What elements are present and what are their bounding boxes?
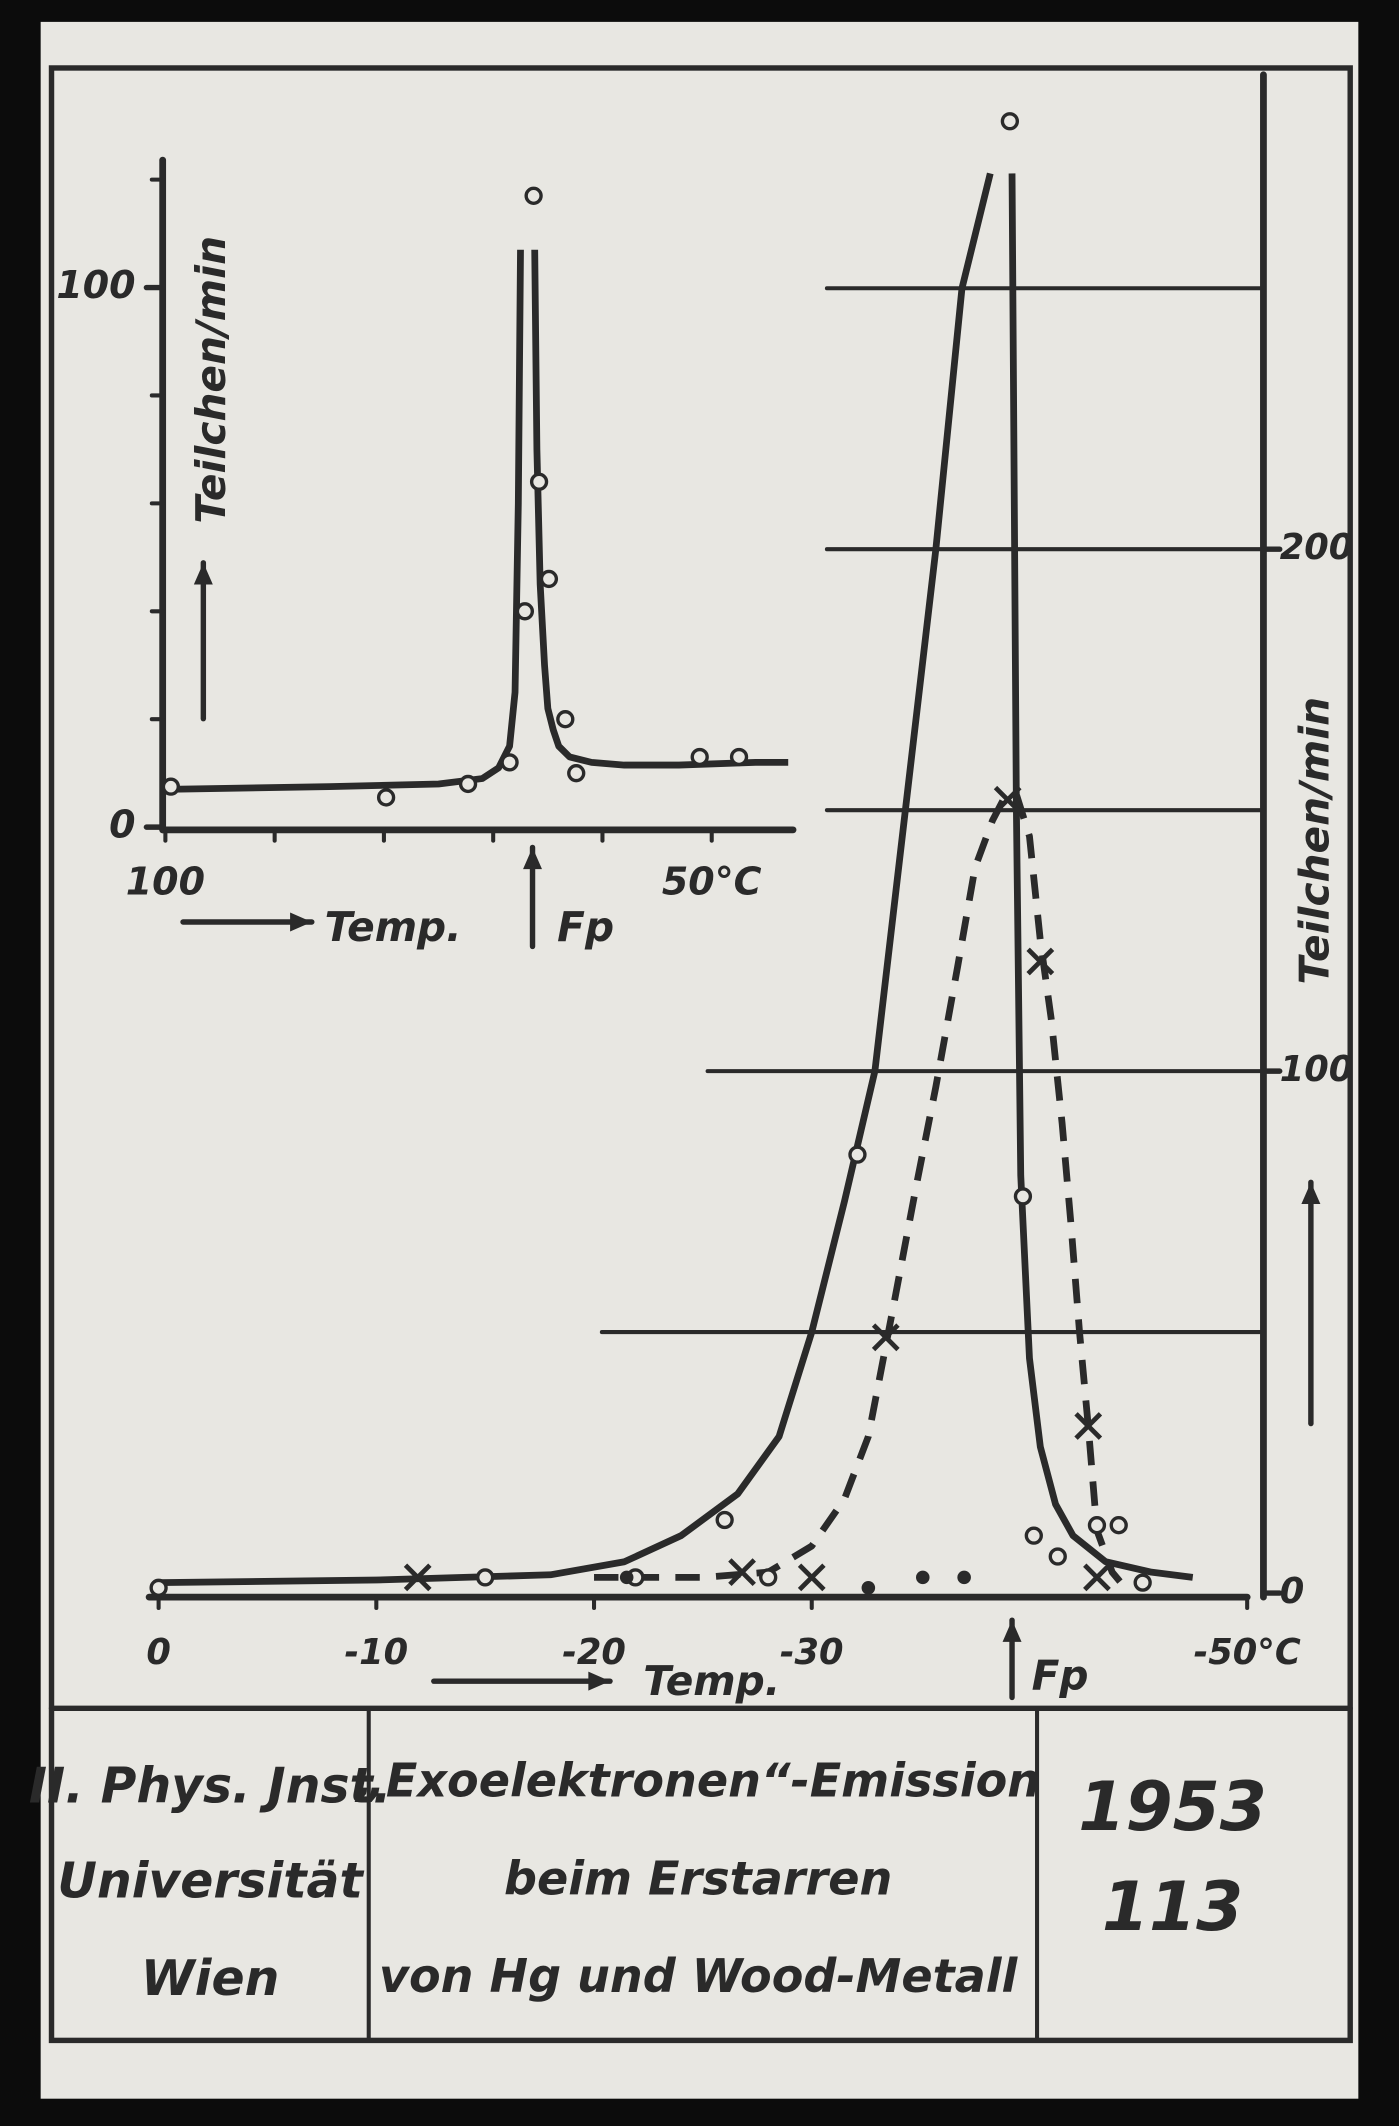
y-arrow-head (1301, 1182, 1321, 1204)
point-circle (1048, 1547, 1067, 1566)
footer-text: 1953 (1078, 1767, 1267, 1846)
point-circle (1013, 1187, 1033, 1206)
point-circle (1133, 1573, 1152, 1592)
point-cross (728, 1558, 756, 1587)
point-circle (690, 747, 709, 767)
footer-text: Wien (141, 1950, 279, 2007)
point-circle (1024, 1526, 1043, 1545)
point-circle (1109, 1516, 1128, 1535)
footer-number: 1953 113 (1078, 1767, 1267, 1946)
point-dot (861, 1581, 876, 1595)
point-cross (993, 785, 1022, 814)
y-axis-label: Teilchen/min (1291, 697, 1339, 985)
fp-label: Fp (1032, 1651, 1089, 1699)
x-arrow-head (290, 912, 312, 932)
x-tick-label: 50°C (662, 860, 762, 904)
x-tick-label: 0 (146, 1632, 171, 1673)
point-circle (759, 1568, 778, 1587)
point-cross (1083, 1563, 1111, 1592)
curve (165, 249, 789, 793)
point-circle (161, 777, 180, 796)
point-dot (957, 1570, 971, 1585)
x-axis-label: Temp. (643, 1657, 780, 1705)
frame (48, 65, 1353, 2044)
point-circle (539, 569, 559, 589)
paper (40, 21, 1359, 2099)
y-tick-label: 0 (1280, 1571, 1305, 1612)
y-tick-label: 100 (56, 263, 135, 307)
x-tick-label: -30 (780, 1632, 844, 1673)
x-tick-label: -20 (562, 1632, 626, 1673)
point-dot (619, 1570, 634, 1585)
point-dot (916, 1570, 930, 1585)
curve (158, 172, 1194, 1586)
point-cross (797, 1563, 826, 1592)
footer-text: beim Erstarren (504, 1851, 892, 1905)
point-circle (524, 186, 543, 205)
point-cross (1074, 1412, 1103, 1440)
fp-arrow-head (1002, 1620, 1022, 1642)
footer-text: von Hg und Wood-Metall (379, 1949, 1019, 2003)
x-arrow-head (588, 1671, 611, 1691)
point-circle (1087, 1516, 1107, 1535)
x-axis-label: Temp. (325, 903, 462, 951)
point-circle (848, 1145, 867, 1164)
footer-text: 113 (1102, 1867, 1243, 1946)
point-circle (715, 1510, 734, 1530)
point-cross (403, 1563, 432, 1592)
point-circle (556, 710, 575, 729)
y-tick-label: 100 (1280, 1049, 1354, 1090)
point-cross (871, 1323, 900, 1352)
point-circle (376, 788, 396, 807)
footer-title: „Exoelektronen“-Emission beim Erstarren … (354, 1754, 1040, 2003)
footer-text: II. Phys. Jnst. (29, 1758, 392, 1815)
point-circle (458, 774, 478, 794)
x-tick-label: -10 (344, 1632, 408, 1673)
fp-arrow-head (523, 847, 543, 870)
point-circle (515, 602, 535, 621)
point-circle (1000, 112, 1020, 131)
y-arrow-head (193, 562, 213, 585)
point-circle (149, 1578, 168, 1597)
footer-text: Universität (57, 1853, 364, 1910)
point-cross (1026, 947, 1055, 976)
fp-label: Fp (557, 903, 614, 951)
point-circle (500, 753, 519, 772)
y-tick-label: 200 (1280, 527, 1354, 568)
point-circle (729, 747, 749, 767)
x-tick-label: -50°C (1194, 1632, 1301, 1673)
footer-institute: II. Phys. Jnst. Universität Wien (29, 1758, 392, 2007)
point-circle (567, 764, 586, 783)
x-tick-label: 100 (126, 860, 205, 904)
y-tick-label: 0 (109, 803, 135, 847)
point-circle (529, 472, 549, 491)
y-axis-label: Teilchen/min (187, 236, 235, 524)
point-circle (476, 1568, 495, 1587)
footer-text: „Exoelektronen“-Emission (354, 1754, 1040, 1808)
